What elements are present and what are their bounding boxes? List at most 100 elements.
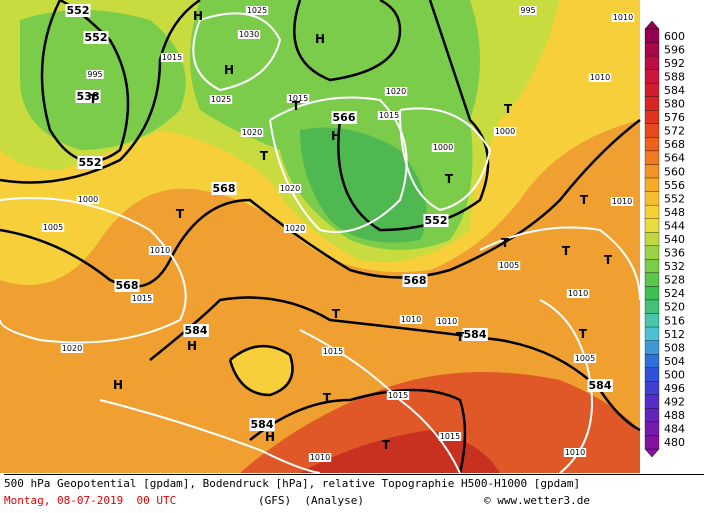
legend-swatch: [644, 69, 660, 84]
legend-label: 480: [664, 436, 685, 449]
legend-swatch: [644, 340, 660, 355]
legend-label: 568: [664, 138, 685, 151]
label-background: [60, 344, 84, 353]
pressure-system: T: [501, 236, 510, 250]
label-background: [493, 127, 517, 136]
isobar-label: 1015: [132, 294, 152, 303]
legend-swatch: [644, 259, 660, 274]
legend-label: 584: [664, 84, 685, 97]
legend-label: 576: [664, 111, 685, 124]
label-background: [209, 95, 233, 104]
label-background: [331, 111, 357, 124]
legend-label: 596: [664, 43, 685, 56]
pressure-system: T: [504, 102, 513, 116]
pressure-system: T: [562, 244, 571, 258]
pressure-system: T: [260, 149, 269, 163]
label-background: [130, 294, 154, 303]
isobar-label: 1015: [323, 347, 343, 356]
legend-label: 496: [664, 382, 685, 395]
pressure-system: T: [323, 391, 332, 405]
label-background: [566, 289, 590, 298]
pressure-system: H: [331, 129, 341, 143]
legend-label: 516: [664, 314, 685, 327]
region-yellow: [230, 346, 293, 395]
label-background: [573, 354, 597, 363]
legend-swatch: [644, 272, 660, 287]
legend-swatch: [644, 191, 660, 206]
label-background: [77, 156, 103, 169]
isobar-label: 1020: [242, 128, 262, 137]
geopotential-label: 584: [464, 328, 487, 341]
isobar-label: 1005: [575, 354, 595, 363]
legend-label: 540: [664, 233, 685, 246]
isobar-label: 1015: [379, 111, 399, 120]
pressure-system: T: [382, 438, 391, 452]
footer-line: [4, 474, 704, 475]
label-background: [240, 128, 264, 137]
label-background: [65, 4, 91, 17]
isobar-label: 1005: [43, 223, 63, 232]
legend-label: 524: [664, 287, 685, 300]
label-background: [435, 317, 459, 326]
legend-label: 560: [664, 165, 685, 178]
legend-swatch: [644, 164, 660, 179]
isobar-label: 1015: [440, 432, 460, 441]
label-background: [386, 391, 410, 400]
pressure-system: T: [176, 207, 185, 221]
isobar-label: 1010: [401, 315, 421, 324]
legend-swatch: [644, 232, 660, 246]
legend-label: 556: [664, 179, 685, 192]
label-background: [588, 73, 612, 82]
geopotential-label: 552: [79, 156, 102, 169]
legend-swatch: [644, 354, 660, 368]
label-background: [160, 53, 184, 62]
label-background: [114, 279, 140, 292]
pressure-system: T: [445, 172, 454, 186]
label-background: [377, 111, 401, 120]
label-background: [431, 143, 455, 152]
label-background: [211, 182, 237, 195]
isobar-label: 1015: [162, 53, 182, 62]
legend-label: 504: [664, 355, 685, 368]
legend-swatch: [644, 110, 660, 124]
legend-label: 588: [664, 70, 685, 83]
legend-label: 492: [664, 396, 685, 409]
label-background: [183, 324, 209, 337]
legend-swatch: [644, 435, 660, 450]
geopotential-label: 538: [77, 90, 100, 103]
map: 552 552 538 552 568 568 566 552 568 584 584 584 584 1…: [0, 0, 641, 473]
label-background: [462, 328, 488, 341]
legend-label: 544: [664, 219, 685, 232]
legend-label: 484: [664, 423, 685, 436]
pressure-system: H: [193, 9, 203, 23]
legend-swatch: [644, 83, 660, 97]
geopotential-label: 568: [404, 274, 427, 287]
pressure-system: T: [292, 99, 301, 113]
isobar-label: 1010: [310, 453, 330, 462]
legend-swatch: [644, 421, 660, 436]
pressure-system: H: [315, 32, 325, 46]
isobar-label: 1025: [247, 6, 267, 15]
label-background: [278, 184, 302, 193]
legend-label: 600: [664, 30, 685, 43]
legend-arrow-top: [644, 20, 660, 30]
isobar-label: 1020: [386, 87, 406, 96]
isobar-label: 1015: [288, 94, 308, 103]
legend-swatch: [644, 367, 660, 382]
geopotential-label: 584: [589, 379, 612, 392]
label-background: [249, 418, 275, 431]
label-background: [86, 70, 104, 79]
label-background: [497, 261, 521, 270]
label-background: [611, 13, 635, 22]
region-darkgreen: [300, 127, 427, 243]
pressure-system: T: [89, 92, 98, 106]
label-background: [402, 274, 428, 287]
legend-swatch: [644, 218, 660, 233]
isobar-label: 1010: [437, 317, 457, 326]
pressure-system: T: [604, 253, 613, 267]
label-background: [75, 90, 101, 103]
legend-label: 552: [664, 192, 685, 205]
label-background: [384, 87, 408, 96]
geopotential-label: 566: [333, 111, 356, 124]
label-background: [399, 315, 423, 324]
